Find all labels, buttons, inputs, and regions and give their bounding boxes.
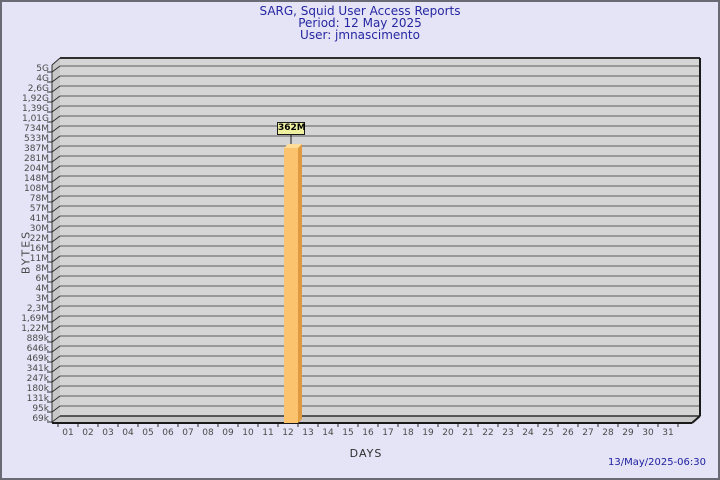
x-tick-label: 22 [482, 428, 494, 438]
y-tick-label: 469k [26, 354, 49, 364]
x-tick-label: 14 [322, 428, 334, 438]
y-tick-label: 108M [24, 184, 49, 194]
y-tick-label: 204M [24, 164, 49, 174]
y-tick-label: 533M [24, 134, 49, 144]
chart-period: Period: 12 May 2025 [298, 16, 422, 30]
y-tick-label: 4G [36, 74, 49, 84]
x-tick-label: 23 [502, 428, 514, 438]
x-tick-label: 13 [302, 428, 314, 438]
y-tick-label: 1,69M [21, 314, 49, 324]
x-tick-label: 03 [102, 428, 114, 438]
x-tick-label: 02 [82, 428, 94, 438]
y-tick-label: 2,6G [27, 84, 49, 94]
x-tick-label: 16 [362, 428, 374, 438]
x-tick-label: 24 [522, 428, 534, 438]
x-tick-label: 30 [642, 428, 654, 438]
x-tick-label: 07 [182, 428, 194, 438]
chart-user: User: jmnascimento [300, 28, 420, 42]
x-tick-label: 26 [562, 428, 574, 438]
y-tick-label: 180k [26, 384, 49, 394]
x-tick-label: 17 [382, 428, 394, 438]
y-tick-label: 41M [29, 214, 49, 224]
y-tick-label: 22M [29, 234, 49, 244]
x-tick-label: 05 [142, 428, 154, 438]
y-tick-label: 2,3M [26, 304, 49, 314]
x-tick-label: 25 [542, 428, 554, 438]
y-tick-label: 95k [32, 404, 49, 414]
x-tick-label: 27 [582, 428, 594, 438]
x-tick-label: 11 [262, 428, 274, 438]
y-tick-label: 16M [29, 244, 49, 254]
x-tick-label: 01 [62, 428, 74, 438]
generated-timestamp: 13/May/2025-06:30 [607, 457, 706, 468]
y-tick-label: 1,01G [21, 114, 49, 124]
y-tick-label: 6M [35, 274, 50, 284]
x-tick-label: 08 [202, 428, 214, 438]
x-tick-label: 04 [122, 428, 134, 438]
x-tick-label: 06 [162, 428, 174, 438]
x-tick-label: 29 [622, 428, 634, 438]
y-tick-label: 148M [24, 174, 49, 184]
y-tick-label: 1,92G [21, 94, 49, 104]
y-tick-label: 11M [29, 254, 49, 264]
y-tick-label: 1,22M [21, 324, 49, 334]
x-tick-label: 15 [342, 428, 354, 438]
x-tick-label: 09 [222, 428, 234, 438]
x-axis-tick-labels: 01 02 03 04 05 06 07 08 09 10 11 12 13 14 15 16 17 18 19 20… [0, 428, 720, 440]
y-tick-label: 889k [26, 334, 49, 344]
x-tick-label: 20 [442, 428, 454, 438]
x-tick-label: 18 [402, 428, 414, 438]
chart-header: SARG, Squid User Access Reports Period: … [0, 5, 720, 41]
y-tick-label: 8M [35, 264, 50, 274]
x-tick-label: 31 [662, 428, 674, 438]
chart-title: SARG, Squid User Access Reports [259, 4, 461, 18]
y-tick-label: 131k [26, 394, 49, 404]
y-tick-label: 734M [24, 124, 49, 134]
y-tick-label: 281M [24, 154, 49, 164]
y-tick-label: 1,39G [21, 104, 49, 114]
y-tick-label: 78M [29, 194, 49, 204]
x-tick-label: 12 [282, 428, 294, 438]
y-tick-label: 57M [29, 204, 49, 214]
x-tick-label: 10 [242, 428, 254, 438]
y-axis-tick-labels: 5G 4G 2,6G 1,92G 1,39G 1,01G 734M 533M 387M 281M 2… [0, 0, 50, 480]
y-tick-label: 30M [29, 224, 49, 234]
y-tick-label: 646k [26, 344, 49, 354]
y-tick-label: 4M [35, 284, 50, 294]
y-tick-label: 341k [26, 364, 49, 374]
x-tick-label: 19 [422, 428, 434, 438]
y-tick-label: 3M [35, 294, 50, 304]
y-tick-label: 69k [32, 414, 49, 424]
y-tick-label: 387M [24, 144, 49, 154]
y-tick-label: 5G [36, 64, 49, 74]
x-tick-label: 28 [602, 428, 614, 438]
y-tick-label: 247k [26, 374, 49, 384]
x-axis-title: DAYS [349, 447, 383, 460]
x-tick-label: 21 [462, 428, 474, 438]
